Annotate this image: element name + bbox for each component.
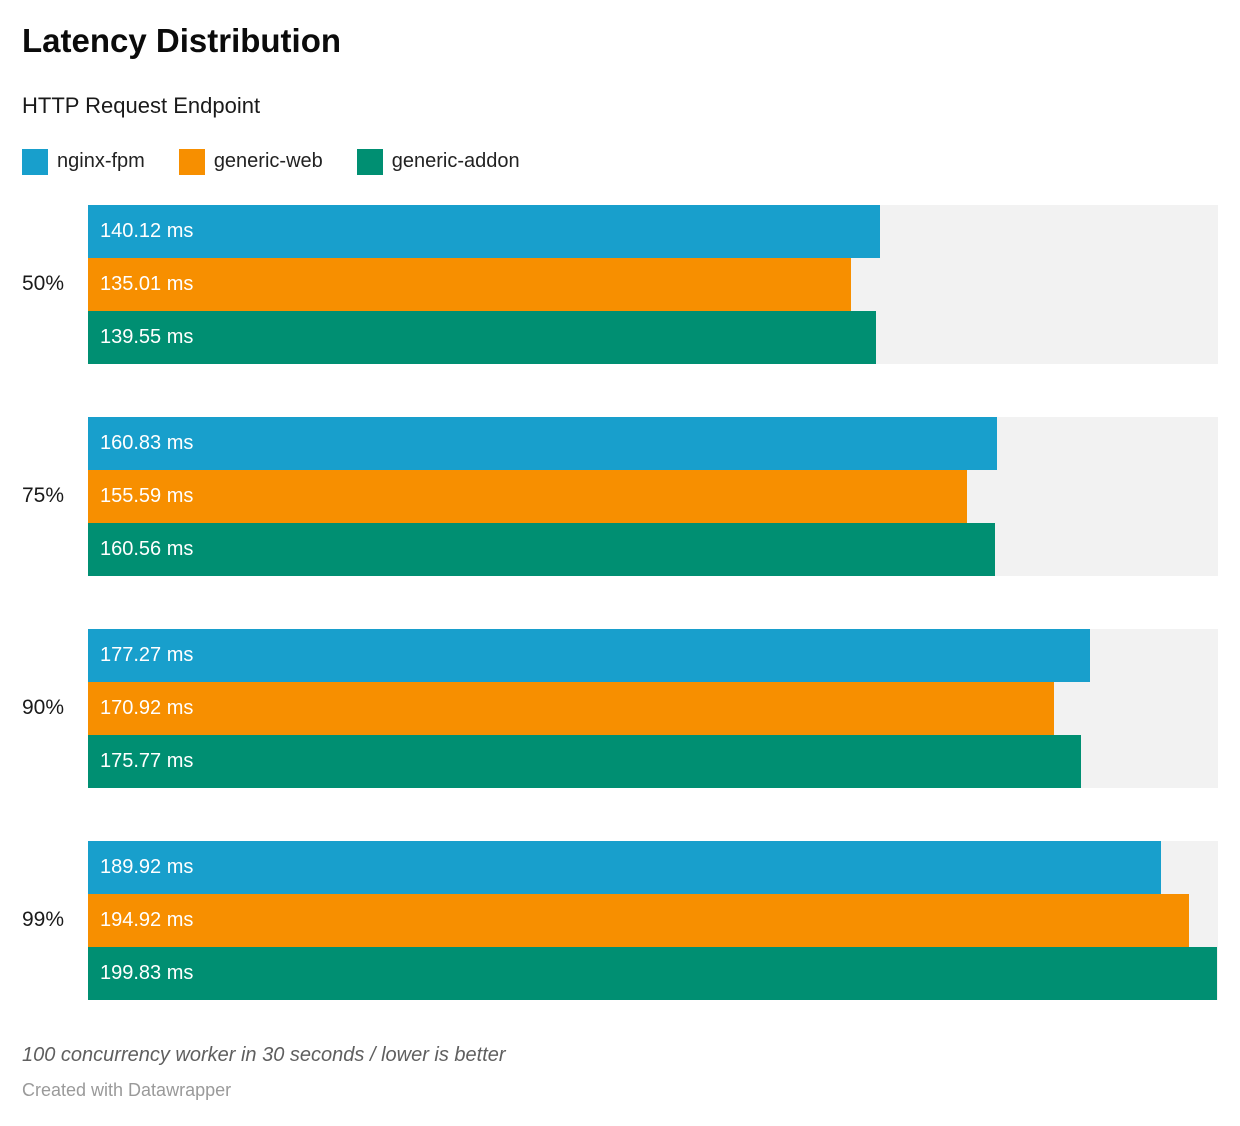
- bar-value-label: 177.27 ms: [100, 643, 194, 666]
- legend-label: nginx-fpm: [57, 150, 145, 173]
- bar-track: 177.27 ms 170.92 ms 175.77 ms: [88, 628, 1218, 788]
- bar-value-label: 140.12 ms: [100, 219, 194, 242]
- bar-generic-web-90%: 170.92 ms: [88, 681, 1054, 735]
- bar-generic-addon-75%: 160.56 ms: [88, 522, 996, 576]
- bar-nginx-fpm-90%: 177.27 ms: [88, 628, 1090, 682]
- bar-group: 99% 189.92 ms 194.92 ms 199.83 ms: [21, 840, 1218, 1000]
- bar-value-label: 175.77 ms: [100, 749, 194, 772]
- bar-nginx-fpm-50%: 140.12 ms: [88, 204, 880, 258]
- category-label: 50%: [21, 272, 64, 296]
- bar-nginx-fpm-75%: 160.83 ms: [88, 416, 997, 470]
- bar-row: 160.56 ms: [88, 522, 1218, 576]
- bar-generic-web-75%: 155.59 ms: [88, 469, 968, 523]
- bar-row: 155.59 ms: [88, 469, 1218, 523]
- chart-title: Latency Distribution: [22, 22, 342, 59]
- bar-track: 140.12 ms 135.01 ms 139.55 ms: [88, 204, 1218, 364]
- bar-row: 135.01 ms: [88, 257, 1218, 311]
- bar-value-label: 170.92 ms: [100, 696, 194, 719]
- bar-generic-addon-90%: 175.77 ms: [88, 734, 1082, 788]
- legend-label: generic-addon: [391, 150, 520, 173]
- legend-swatch-icon: [178, 148, 205, 175]
- bar-value-label: 160.83 ms: [100, 431, 194, 454]
- bar-generic-addon-99%: 199.83 ms: [88, 946, 1218, 1000]
- legend-item: generic-addon: [356, 148, 520, 175]
- bar-row: 199.83 ms: [88, 946, 1218, 1000]
- bar-generic-addon-50%: 139.55 ms: [88, 310, 877, 364]
- bar-row: 175.77 ms: [88, 734, 1218, 788]
- bar-generic-web-50%: 135.01 ms: [88, 257, 851, 311]
- bar-track: 160.83 ms 155.59 ms 160.56 ms: [88, 416, 1218, 576]
- bar-value-label: 139.55 ms: [100, 325, 194, 348]
- legend-swatch-icon: [22, 148, 48, 175]
- bar-nginx-fpm-99%: 189.92 ms: [88, 840, 1162, 894]
- bar-row: 139.55 ms: [88, 310, 1218, 364]
- legend-swatch-icon: [356, 148, 383, 175]
- bar-value-label: 160.56 ms: [100, 537, 194, 560]
- category-label: 90%: [21, 696, 64, 720]
- bar-group: 90% 177.27 ms 170.92 ms 175.77 ms: [21, 628, 1218, 788]
- bar-value-label: 189.92 ms: [100, 855, 194, 878]
- bar-chart: 50% 140.12 ms 135.01 ms 139.55 ms 75% 160.83 …: [21, 204, 1218, 1000]
- chart-notes: 100 concurrency worker in 30 seconds / l…: [22, 1043, 506, 1066]
- bar-track: 189.92 ms 194.92 ms 199.83 ms: [88, 840, 1218, 1000]
- bar-row: 189.92 ms: [88, 840, 1218, 894]
- legend-item: nginx-fpm: [22, 148, 145, 175]
- bar-row: 160.83 ms: [88, 416, 1218, 470]
- bar-value-label: 135.01 ms: [100, 272, 194, 295]
- datawrapper-attribution[interactable]: Created with Datawrapper: [22, 1079, 232, 1100]
- bar-value-label: 199.83 ms: [100, 961, 194, 984]
- bar-row: 140.12 ms: [88, 204, 1218, 258]
- bar-group: 50% 140.12 ms 135.01 ms 139.55 ms: [21, 204, 1218, 364]
- legend: nginx-fpm generic-web generic-addon: [22, 148, 1218, 175]
- bar-row: 177.27 ms: [88, 628, 1218, 682]
- bar-generic-web-99%: 194.92 ms: [88, 893, 1190, 947]
- category-label: 75%: [21, 484, 64, 508]
- bar-group: 75% 160.83 ms 155.59 ms 160.56 ms: [21, 416, 1218, 576]
- legend-label: generic-web: [213, 150, 323, 173]
- chart-subtitle: HTTP Request Endpoint: [22, 93, 261, 119]
- bar-value-label: 194.92 ms: [100, 908, 194, 931]
- legend-item: generic-web: [178, 148, 323, 175]
- category-label: 99%: [21, 908, 64, 932]
- bar-row: 170.92 ms: [88, 681, 1218, 735]
- bar-value-label: 155.59 ms: [100, 484, 194, 507]
- bar-row: 194.92 ms: [88, 893, 1218, 947]
